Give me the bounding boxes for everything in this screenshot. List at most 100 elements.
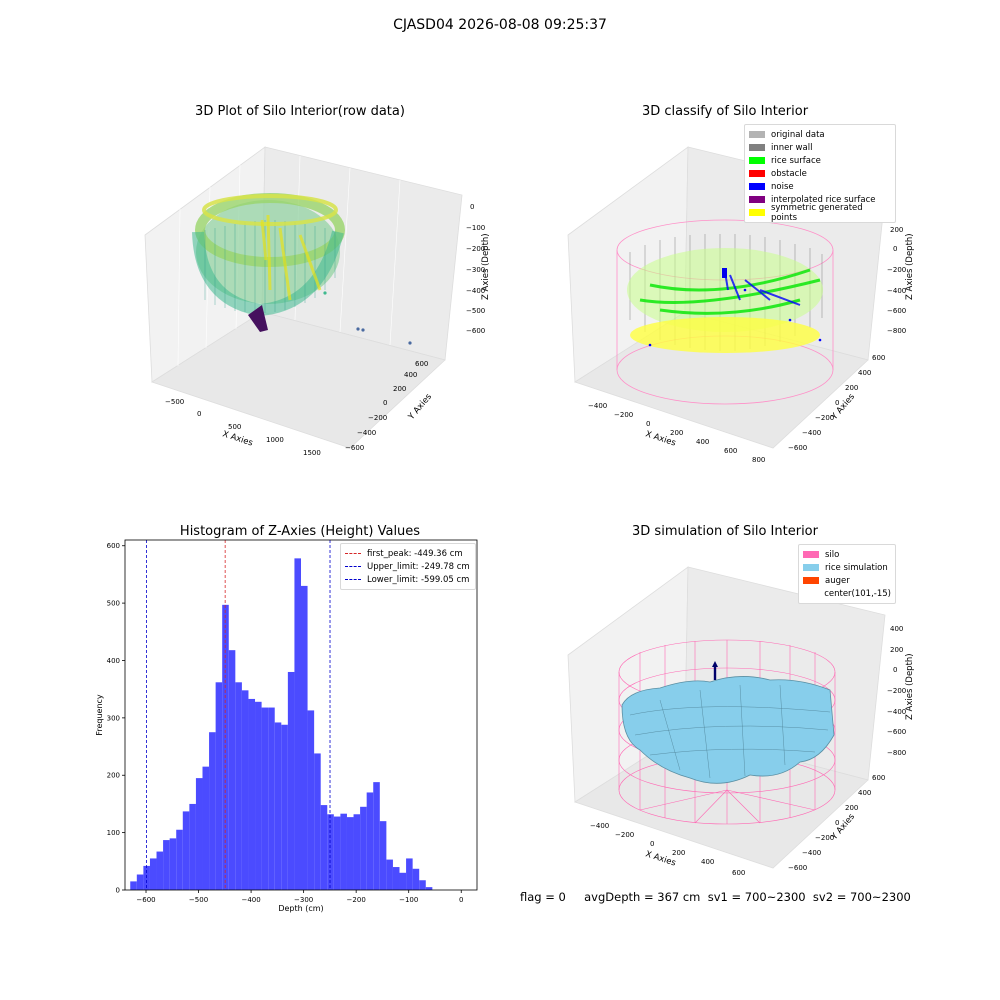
- raw-ztick: −200: [466, 245, 485, 253]
- classify-ytick: −200: [815, 414, 834, 422]
- legend-item: noise: [749, 180, 891, 193]
- legend-item: Upper_limit: -249.78 cm: [345, 560, 471, 573]
- classify-legend: original data inner wall rice surface ob…: [744, 124, 896, 223]
- histogram-ytick-label: 600: [107, 542, 120, 550]
- legend-swatch: [803, 564, 819, 571]
- histogram-bar: [281, 724, 288, 890]
- raw-ytick: 400: [404, 371, 417, 379]
- simulation-ytick: 0: [835, 819, 839, 827]
- simulation-plot-title: 3D simulation of Silo Interior: [632, 524, 818, 539]
- histogram-bar: [156, 851, 164, 890]
- classify-ytick: 0: [835, 399, 839, 407]
- classify-axis-ticks: −400 −200 0 200 400 600 800 600 400 200 …: [588, 226, 906, 464]
- simulation-ztick: 0: [893, 666, 897, 674]
- histogram-bar: [268, 707, 275, 890]
- classify-ytick: −400: [802, 429, 821, 437]
- simulation-ytick: −400: [802, 849, 821, 857]
- histogram-xtick-label: −200: [347, 896, 366, 904]
- status-footer: flag = 0 avgDepth = 367 cm sv1 = 700~230…: [520, 890, 911, 904]
- legend-item: center(101,-15): [803, 587, 891, 600]
- classify-ztick: −400: [887, 287, 906, 295]
- histogram-bar: [195, 778, 203, 890]
- histogram-bar: [235, 682, 242, 890]
- histogram-bar: [346, 817, 354, 890]
- histogram-bar: [209, 732, 216, 890]
- classify-ztick: −600: [887, 307, 906, 315]
- histogram-bar: [366, 792, 374, 890]
- simulation-xtick: 0: [650, 840, 654, 848]
- raw-ytick: 0: [383, 399, 387, 407]
- histogram-bar: [412, 868, 420, 890]
- histogram-xtick-label: −400: [241, 896, 260, 904]
- histogram-bar: [287, 671, 295, 890]
- raw-ztick: −400: [466, 287, 485, 295]
- simulation-ytick: −600: [788, 864, 807, 872]
- legend-swatch: [749, 196, 765, 203]
- histogram-bar: [163, 840, 170, 890]
- classify-ytick: 400: [858, 369, 871, 377]
- raw-ztick: 0: [470, 203, 474, 211]
- histogram-ytick-label: 400: [107, 657, 120, 665]
- histogram-bar: [274, 722, 282, 890]
- histogram-legend: first_peak: -449.36 cm Upper_limit: -249…: [340, 543, 476, 590]
- classify-point-cloud: [616, 219, 834, 405]
- legend-swatch: [749, 131, 765, 138]
- histogram-xtick-label: −100: [399, 896, 418, 904]
- histogram-bar: [419, 880, 426, 890]
- raw-xtick: 1500: [303, 449, 321, 457]
- histogram-bar: [327, 814, 334, 890]
- histogram-ylabel: Frequency: [95, 694, 104, 736]
- raw-xtick: 1000: [266, 436, 284, 444]
- histogram-bar: [379, 821, 387, 890]
- raw-ztick: −100: [466, 224, 485, 232]
- rice-simulation-surface: [621, 676, 835, 784]
- histogram-bar: [169, 838, 177, 890]
- legend-line: [345, 579, 361, 580]
- legend-swatch: [803, 551, 819, 558]
- simulation-ztick: −800: [887, 749, 906, 757]
- simulation-ytick: 200: [845, 804, 858, 812]
- auger-marker: [712, 661, 718, 680]
- legend-item: original data: [749, 128, 891, 141]
- raw-ztick: −500: [466, 307, 485, 315]
- histogram-bar: [130, 881, 137, 890]
- histogram-bar: [392, 867, 400, 890]
- legend-line: [345, 566, 361, 567]
- histogram-ytick-label: 0: [116, 887, 120, 895]
- simulation-ztick: −200: [887, 687, 906, 695]
- histogram-bar: [176, 829, 183, 890]
- raw-ztick: −600: [466, 327, 485, 335]
- legend-item: rice surface: [749, 154, 891, 167]
- raw-xtick: 0: [197, 410, 201, 418]
- classify-xtick: 800: [752, 456, 765, 464]
- classify-ztick: −200: [887, 266, 906, 274]
- classify-xtick: 200: [670, 429, 683, 437]
- legend-swatch: [803, 590, 818, 597]
- histogram-bar: [333, 816, 341, 890]
- simulation-xtick: 400: [701, 858, 714, 866]
- histogram-bar: [255, 701, 262, 890]
- classify-plot-title: 3D classify of Silo Interior: [641, 104, 809, 119]
- simulation-xtick: −200: [615, 831, 634, 839]
- histogram-bar: [360, 806, 367, 890]
- legend-swatch: [749, 157, 765, 164]
- histogram-xtick-label: 0: [459, 896, 463, 904]
- histogram-bar: [248, 698, 256, 890]
- classify-ztick: −800: [887, 327, 906, 335]
- figure-suptitle: CJASD04 2026-08-08 09:25:37: [393, 17, 607, 33]
- simulation-legend: silo rice simulation auger center(101,-1…: [798, 544, 896, 604]
- simulation-ytick: 400: [858, 789, 871, 797]
- classify-xtick: 400: [696, 438, 709, 446]
- histogram-bar: [314, 753, 321, 890]
- histogram-ytick-label: 300: [107, 714, 120, 722]
- legend-item: inner wall: [749, 141, 891, 154]
- raw-point-cloud: [192, 193, 412, 345]
- simulation-axis-ticks: −400 −200 0 200 400 600 600 400 200 0 −2…: [590, 625, 906, 877]
- classify-ztick: 200: [890, 226, 903, 234]
- histogram-ytick-label: 500: [107, 600, 120, 608]
- raw-ytick: 600: [415, 360, 428, 368]
- histogram-ticks: −600 −500 −400 −300 −200 −100 0 0 100 200 300 400 50…: [107, 542, 464, 904]
- raw-xtick: −500: [165, 398, 184, 406]
- raw-ytick: −600: [345, 444, 364, 452]
